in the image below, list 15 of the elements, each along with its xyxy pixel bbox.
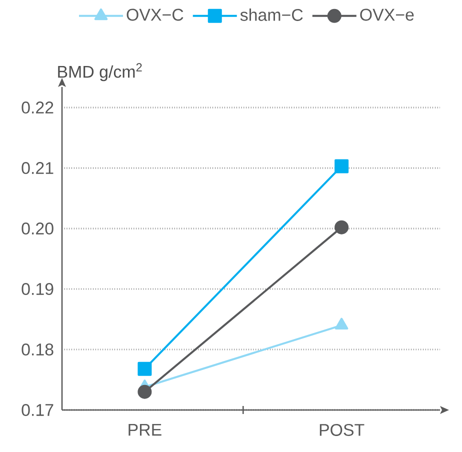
x-tick-label: POST xyxy=(320,424,364,436)
y-axis-title: BMD g/cm$^{2}$ xyxy=(58,63,142,82)
y-tick-label: 0.20 xyxy=(22,222,54,235)
x-tick-label: PRE xyxy=(128,424,162,436)
y-tick-label: 0.19 xyxy=(22,283,54,296)
legend-label: OVX−e xyxy=(360,8,414,21)
point xyxy=(334,159,349,174)
y-tick-label: 0.21 xyxy=(22,162,54,174)
y-tick-label: 0.22 xyxy=(22,102,54,114)
y-tick-label: 0.17 xyxy=(22,404,54,416)
point xyxy=(138,362,152,376)
y-tick-label: 0.18 xyxy=(22,344,54,356)
legend-label: OVX−C xyxy=(126,8,184,21)
legend-label: sham−C xyxy=(240,8,303,21)
point xyxy=(334,220,349,234)
